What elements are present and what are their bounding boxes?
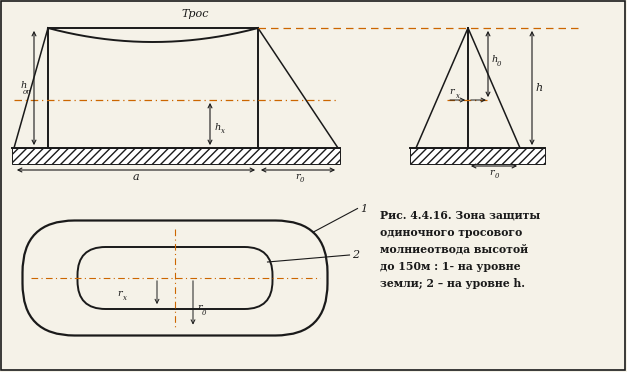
Text: h: h: [492, 55, 498, 64]
Text: r: r: [117, 289, 122, 298]
Text: h: h: [535, 83, 542, 93]
Text: 0: 0: [497, 60, 502, 68]
Text: a: a: [133, 172, 139, 182]
Text: x: x: [123, 294, 127, 302]
Text: 0: 0: [495, 172, 499, 180]
Text: x: x: [221, 127, 225, 135]
Text: оп: оп: [22, 88, 31, 96]
Text: одиночного тросового: одиночного тросового: [380, 227, 522, 238]
Text: 2: 2: [352, 250, 360, 260]
Text: 0: 0: [202, 309, 206, 317]
Text: до 150м : 1- на уровне: до 150м : 1- на уровне: [380, 261, 520, 272]
Text: Трос: Трос: [181, 9, 209, 19]
Text: x: x: [456, 92, 460, 100]
Text: h: h: [215, 122, 221, 131]
Text: земли; 2 – на уровне h.: земли; 2 – на уровне h.: [380, 278, 525, 289]
Text: молниеотвода высотой: молниеотвода высотой: [380, 244, 528, 255]
Text: h: h: [21, 81, 27, 90]
Text: r: r: [450, 87, 454, 96]
Text: r: r: [490, 168, 494, 177]
Text: Рис. 4.4.16. Зона защиты: Рис. 4.4.16. Зона защиты: [380, 210, 540, 221]
Text: 1: 1: [361, 203, 367, 214]
Text: r: r: [296, 172, 300, 181]
Text: r: r: [197, 304, 202, 312]
Polygon shape: [12, 148, 340, 164]
Text: 0: 0: [300, 176, 304, 184]
Polygon shape: [410, 148, 545, 164]
